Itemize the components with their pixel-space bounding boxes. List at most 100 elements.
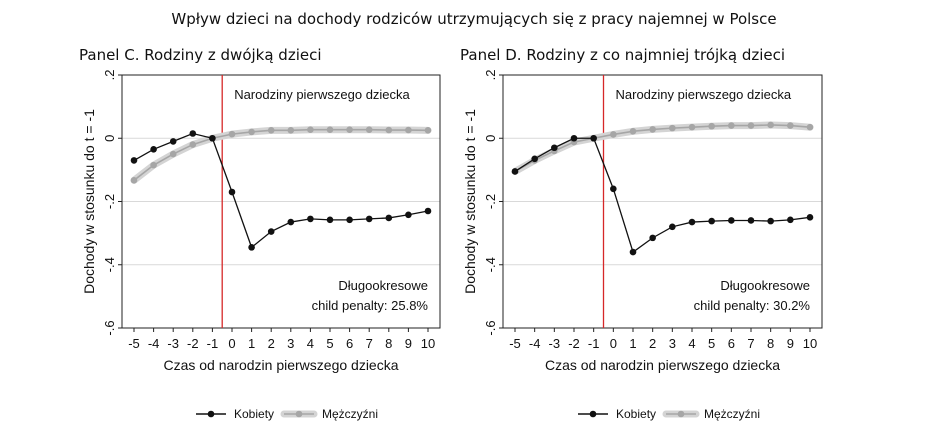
legend-label: Kobiety — [616, 407, 656, 421]
data-point — [365, 126, 373, 134]
y-tick-label: -.2 — [483, 194, 498, 209]
data-point — [169, 150, 177, 158]
data-point — [531, 155, 538, 163]
data-point — [385, 214, 393, 222]
data-point — [708, 122, 715, 130]
x-tick-label: 1 — [629, 336, 636, 351]
y-tick-label: .2 — [483, 70, 498, 81]
x-tick-label: 0 — [228, 336, 235, 351]
data-point — [806, 123, 814, 131]
y-axis-label: Dochody w stosunku do t = -1 — [81, 109, 97, 294]
data-point — [649, 234, 656, 242]
data-point — [189, 141, 197, 148]
legend-label: Kobiety — [234, 407, 274, 421]
x-axis-label: Czas od narodzin pierwszego dziecka — [163, 357, 398, 373]
data-point — [708, 217, 715, 225]
legend-label: Mężczyźni — [704, 407, 760, 421]
main-title: Wpływ dzieci na dochody rodziców utrzymu… — [171, 10, 777, 28]
data-point — [424, 127, 432, 134]
data-point — [287, 218, 295, 226]
data-point — [424, 207, 432, 215]
legend-marker — [207, 410, 215, 418]
legend-marker — [677, 410, 685, 418]
x-tick-label: 2 — [268, 336, 275, 351]
data-point — [806, 214, 814, 221]
data-point — [610, 185, 617, 193]
x-tick-label: -1 — [588, 336, 600, 351]
data-point — [688, 123, 696, 131]
penalty-label-line2: child penalty: 25.8% — [312, 298, 429, 313]
legend-label: Mężczyźni — [322, 407, 378, 421]
x-tick-label: 0 — [610, 336, 617, 351]
data-point — [267, 127, 275, 134]
x-tick-label: -3 — [167, 336, 179, 351]
panel-c-title: Panel C. Rodziny z dwójką dzieci — [79, 46, 322, 64]
x-tick-label: 8 — [385, 336, 392, 351]
data-point — [189, 130, 197, 137]
data-point — [669, 124, 676, 132]
data-point — [767, 121, 774, 129]
data-point — [228, 188, 236, 196]
data-point — [787, 122, 794, 129]
penalty-label-line1: Długookresowe — [338, 278, 428, 293]
event-label: Narodziny pierwszego dziecka — [234, 87, 410, 102]
y-tick-label: -.4 — [102, 257, 117, 272]
data-point — [405, 126, 412, 134]
x-tick-label: 3 — [669, 336, 676, 351]
x-tick-label: -4 — [529, 336, 541, 351]
data-point — [307, 126, 314, 134]
data-point — [326, 216, 334, 224]
data-point — [728, 122, 735, 129]
data-point — [267, 228, 275, 235]
series-ci-band — [130, 126, 432, 184]
panel-c-chart: Narodziny pierwszego dziecka Długookresow… — [81, 70, 441, 373]
data-point — [130, 177, 138, 184]
x-tick-label: 8 — [767, 336, 774, 351]
y-tick-label: -.6 — [483, 320, 498, 335]
data-point — [649, 126, 656, 133]
legend-marker — [589, 410, 597, 418]
data-point — [610, 131, 617, 138]
data-point — [767, 217, 774, 225]
x-tick-label: -2 — [568, 336, 580, 351]
panel-d-title: Panel D. Rodziny z co najmniej trójką dz… — [460, 46, 786, 64]
x-tick-label: 10 — [421, 336, 435, 351]
x-tick-label: 4 — [307, 336, 314, 351]
data-point — [248, 128, 255, 136]
y-tick-label: -.4 — [483, 257, 498, 272]
data-point — [747, 122, 755, 129]
event-label: Narodziny pierwszego dziecka — [616, 87, 792, 102]
data-point — [669, 223, 676, 231]
x-tick-label: 9 — [787, 336, 794, 351]
y-tick-label: 0 — [483, 135, 498, 142]
data-point — [150, 161, 157, 169]
data-point — [346, 216, 353, 224]
legend: Kobiety Mężczyźni Kobiety Mężczyźni — [196, 407, 760, 421]
y-tick-label: -.6 — [102, 320, 117, 335]
x-tick-label: 5 — [708, 336, 715, 351]
series-line — [133, 128, 429, 181]
x-tick-label: -3 — [549, 336, 561, 351]
panel-d-chart: Narodziny pierwszego dziecka Długookresow… — [462, 70, 823, 373]
data-point — [747, 217, 755, 224]
data-point — [209, 134, 216, 142]
data-point — [551, 144, 558, 152]
y-tick-label: 0 — [102, 135, 117, 142]
data-point — [228, 130, 236, 138]
x-tick-label: -4 — [148, 336, 160, 351]
penalty-label-line2: child penalty: 30.2% — [694, 298, 811, 313]
data-point — [511, 168, 519, 175]
x-axis-label: Czas od narodzin pierwszego dziecka — [545, 357, 780, 373]
x-tick-label: -1 — [207, 336, 219, 351]
data-point — [629, 127, 637, 135]
x-tick-label: 7 — [747, 336, 754, 351]
data-point — [307, 215, 314, 223]
data-point — [287, 127, 295, 134]
x-tick-label: 3 — [287, 336, 294, 351]
data-point — [326, 126, 334, 134]
y-tick-label: .2 — [102, 70, 117, 81]
data-point — [728, 217, 735, 224]
series-line — [514, 137, 811, 254]
data-point — [570, 134, 578, 142]
y-axis-label: Dochody w stosunku do t = -1 — [462, 109, 478, 294]
